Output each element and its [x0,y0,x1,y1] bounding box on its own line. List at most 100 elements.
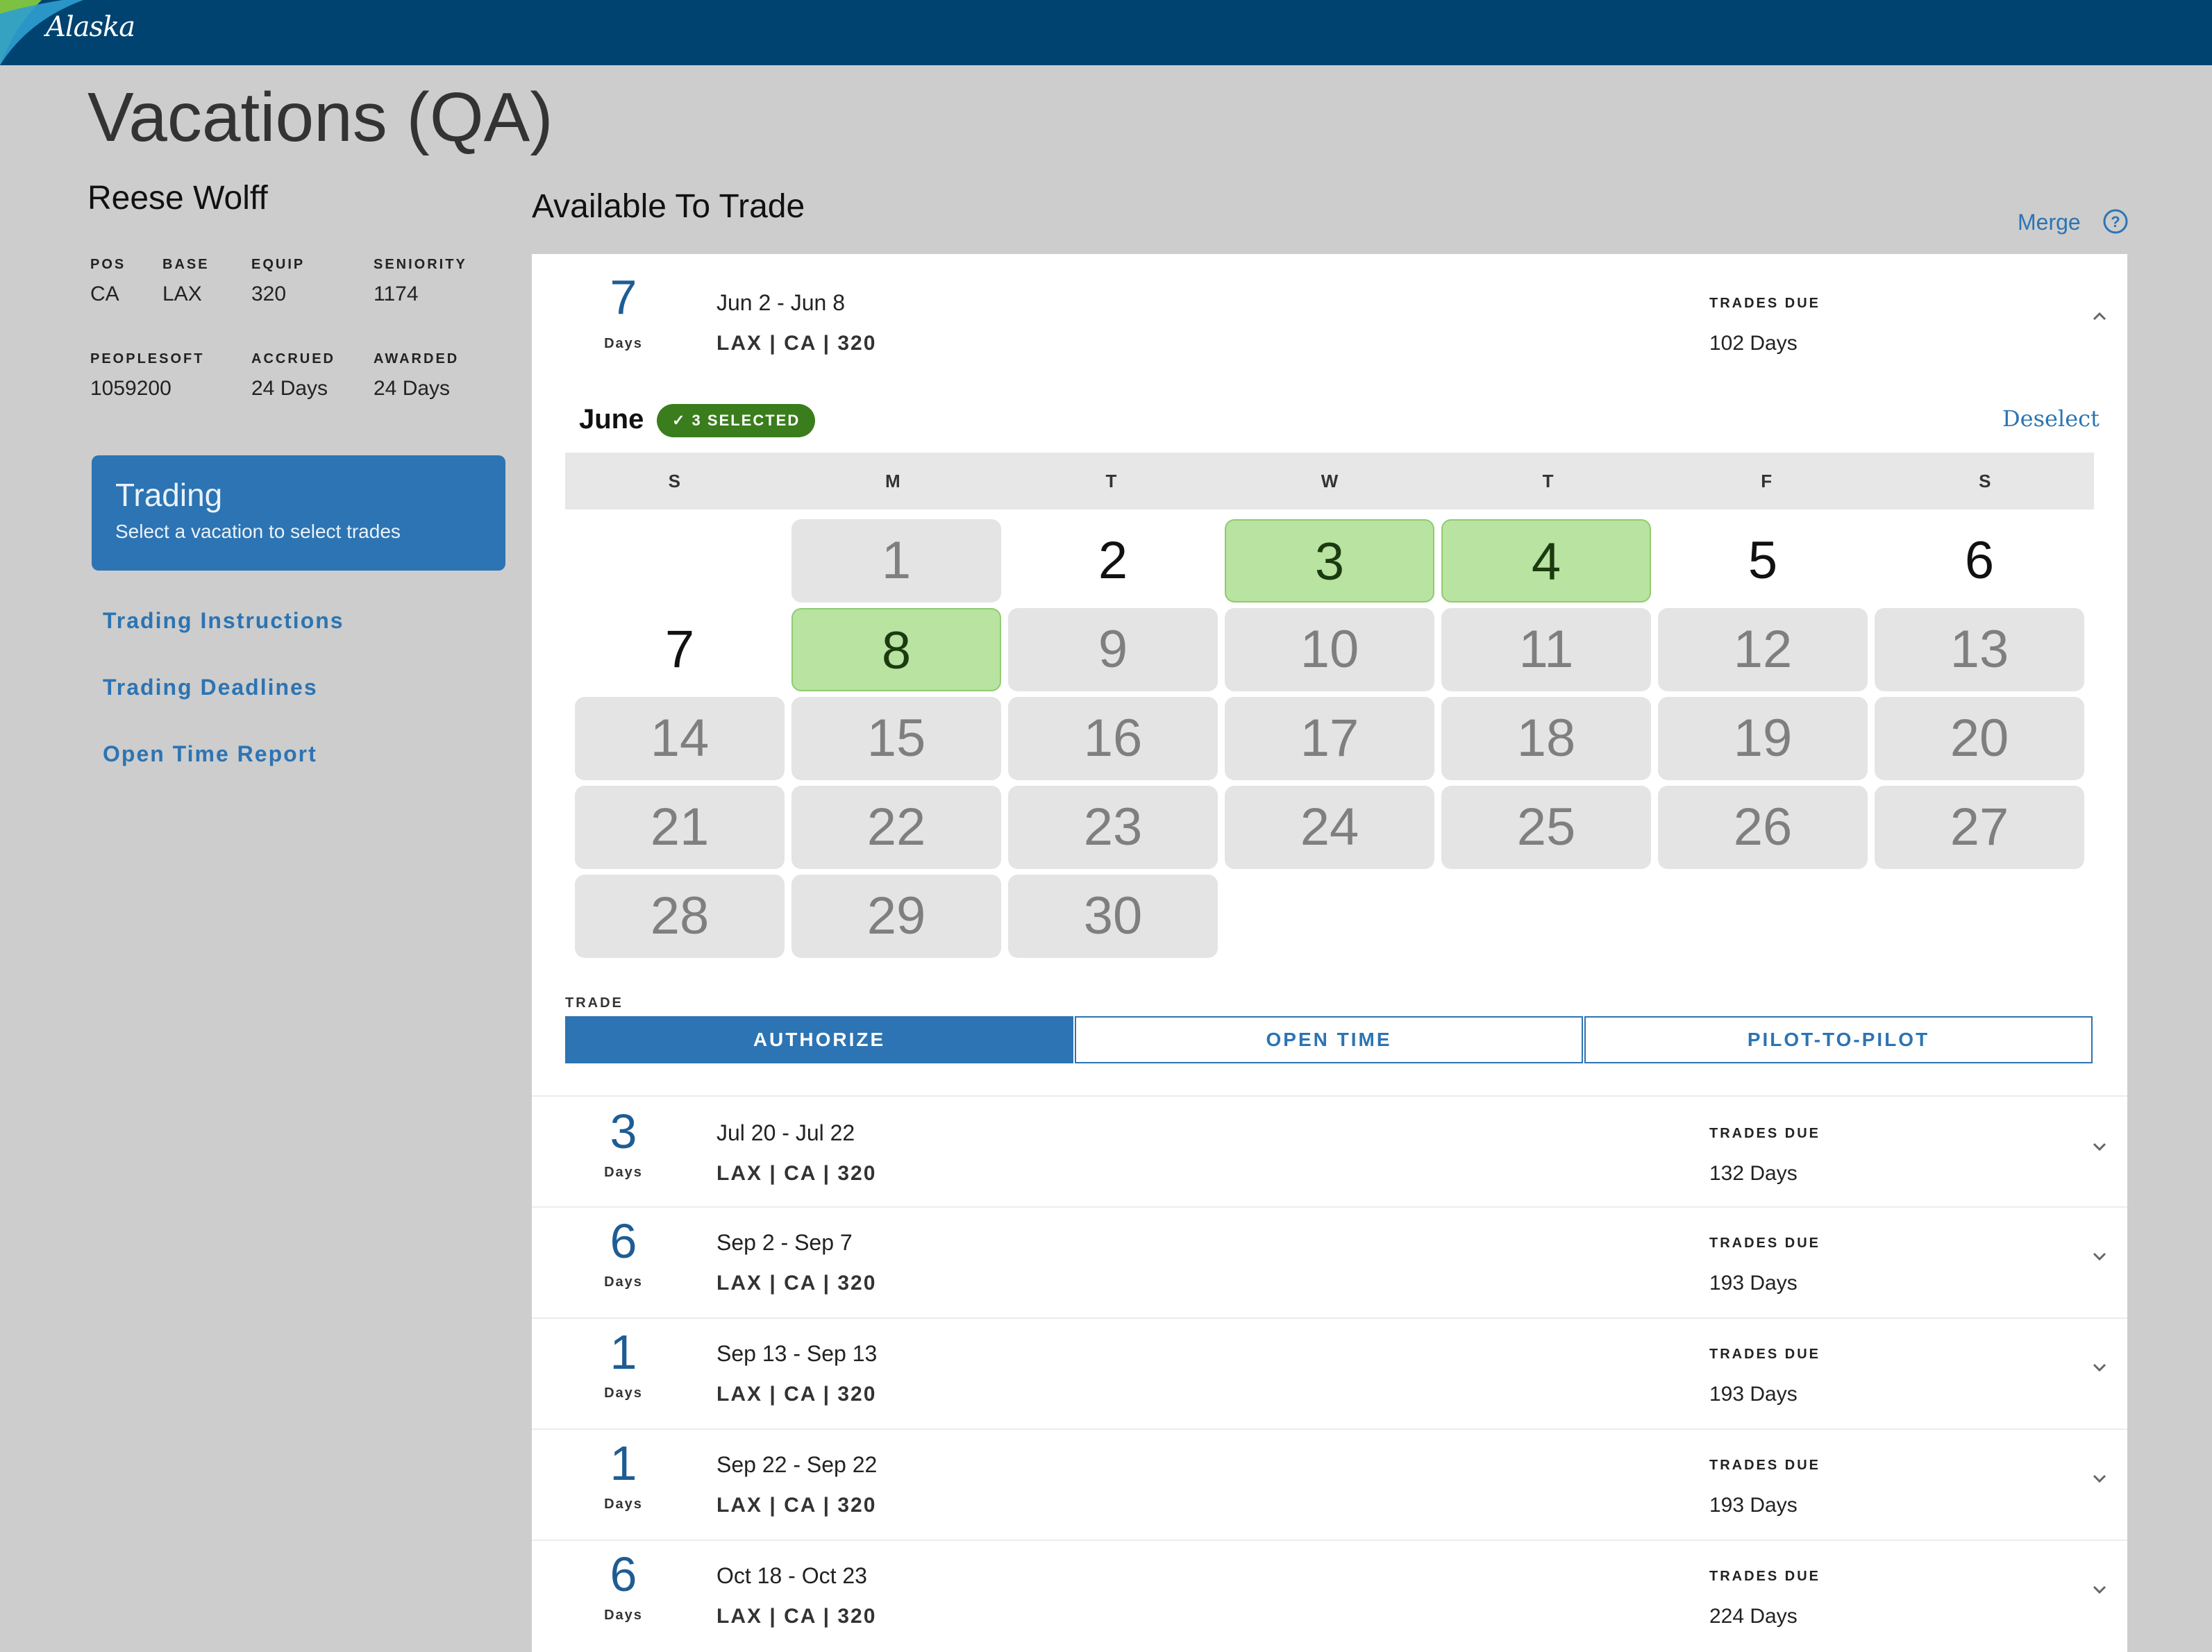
page-title: Vacations (QA) [87,78,553,156]
calendar-weekday-header: S M T W T F S [565,453,2094,509]
chevron-down-icon[interactable] [2087,1134,2112,1159]
calendar-day[interactable]: 18 [1441,697,1651,780]
stat-label: POS [90,257,126,272]
calendar-day[interactable]: 4 [1441,519,1651,602]
divider [532,1317,2127,1319]
calendar-day[interactable]: 2 [1098,531,1128,590]
weekday-label: M [885,471,900,491]
calendar-day[interactable]: 16 [1008,697,1218,780]
vacation-meta: LAX | CA | 320 [717,332,877,355]
vacation-dates: Sep 22 - Sep 22 [717,1452,878,1477]
pilot-to-pilot-button[interactable]: PILOT-TO-PILOT [1584,1016,2093,1063]
question-circle-icon[interactable]: ? [2102,208,2129,235]
calendar-day[interactable]: 23 [1008,786,1218,869]
stat-base: BASE LAX [162,257,210,306]
stat-pos: POS CA [90,257,126,306]
vacation-row[interactable]: 7 Days Jun 2 - Jun 8 LAX | CA | 320 TRAD… [532,254,2127,365]
calendar-day[interactable]: 20 [1875,697,2084,780]
stat-value: 320 [251,283,287,305]
trades-due-label: TRADES DUE [1709,296,1821,311]
trades-due-value: 102 Days [1709,332,1798,355]
trades-due-label: TRADES DUE [1709,1569,1821,1584]
calendar-day[interactable]: 19 [1658,697,1868,780]
vacation-days-count: 7 [610,270,637,324]
vacation-row[interactable]: 1 Days Sep 22 - Sep 22 LAX | CA | 320 TR… [532,1430,2127,1540]
trading-instructions-link[interactable]: Trading Instructions [103,608,344,633]
chevron-down-icon[interactable] [2087,1355,2112,1380]
vacation-meta: LAX | CA | 320 [717,1272,877,1295]
calendar-day[interactable]: 28 [575,875,785,958]
calendar-day[interactable]: 1 [791,519,1001,602]
stat-value: 1059200 [90,377,171,400]
chevron-down-icon[interactable] [2087,1244,2112,1269]
calendar-day[interactable]: 26 [1658,786,1868,869]
stat-label: EQUIP [251,257,305,272]
vacation-meta: LAX | CA | 320 [717,1383,877,1406]
stat-value: 1174 [374,283,419,305]
stat-peoplesoft: PEOPLESOFT 1059200 [90,351,204,401]
trades-due-value: 193 Days [1709,1383,1798,1406]
calendar-day[interactable]: 9 [1008,608,1218,691]
trading-card-title: Trading [115,477,223,513]
chevron-down-icon[interactable] [2087,1466,2112,1491]
vacation-row[interactable]: 3 Days Jul 20 - Jul 22 LAX | CA | 320 TR… [532,1097,2127,1206]
calendar-day[interactable]: 7 [664,620,695,679]
calendar-day[interactable]: 8 [791,608,1001,691]
vacation-dates: Sep 2 - Sep 7 [717,1230,853,1255]
trading-deadlines-link[interactable]: Trading Deadlines [103,675,318,700]
calendar-day[interactable]: 11 [1441,608,1651,691]
selected-count-badge: ✓ 3 SELECTED [657,404,816,437]
vacations-panel: 7 Days Jun 2 - Jun 8 LAX | CA | 320 TRAD… [532,254,2127,1652]
alaska-logo[interactable]: Alaska [46,11,135,43]
calendar-day[interactable]: 21 [575,786,785,869]
vacation-row[interactable]: 6 Days Oct 18 - Oct 23 LAX | CA | 320 TR… [532,1541,2127,1651]
chevron-down-icon[interactable] [2087,1577,2112,1602]
open-time-report-link[interactable]: Open Time Report [103,741,317,766]
calendar-day[interactable]: 14 [575,697,785,780]
brand-swoosh-icon [0,0,83,65]
calendar-day[interactable]: 5 [1748,531,1778,590]
calendar-day[interactable]: 12 [1658,608,1868,691]
calendar-day[interactable]: 10 [1225,608,1434,691]
vacation-meta: LAX | CA | 320 [717,1605,877,1628]
trades-due-value: 193 Days [1709,1272,1798,1295]
calendar-day[interactable]: 30 [1008,875,1218,958]
calendar-day[interactable]: 13 [1875,608,2084,691]
calendar-day[interactable]: 3 [1225,519,1434,602]
vacation-days-label: Days [604,1165,643,1180]
calendar-day[interactable]: 24 [1225,786,1434,869]
merge-link[interactable]: Merge [2018,210,2081,235]
vacation-dates: Jul 20 - Jul 22 [717,1120,855,1145]
vacation-days-label: Days [604,1608,643,1623]
stat-label: ACCRUED [251,351,335,366]
vacation-row[interactable]: 6 Days Sep 2 - Sep 7 LAX | CA | 320 TRAD… [532,1208,2127,1317]
weekday-label: S [668,471,680,491]
deselect-link[interactable]: Deselect [2002,405,2100,432]
vacation-days-count: 6 [610,1547,637,1601]
chevron-up-icon[interactable] [2087,304,2112,329]
trades-due-value: 224 Days [1709,1605,1798,1628]
weekday-label: T [1105,471,1117,491]
calendar-day[interactable]: 22 [791,786,1001,869]
open-time-button[interactable]: OPEN TIME [1075,1016,1583,1063]
calendar-day[interactable]: 25 [1441,786,1651,869]
calendar-day[interactable]: 29 [791,875,1001,958]
trades-due-label: TRADES DUE [1709,1458,1821,1473]
calendar-day[interactable]: 27 [1875,786,2084,869]
calendar-day[interactable]: 17 [1225,697,1434,780]
stat-value: CA [90,283,119,305]
vacation-row[interactable]: 1 Days Sep 13 - Sep 13 LAX | CA | 320 TR… [532,1319,2127,1428]
trading-card[interactable]: Trading Select a vacation to select trad… [92,455,505,571]
section-title: Available To Trade [532,188,805,225]
top-nav-bar: Alaska [0,0,2212,65]
calendar-day[interactable]: 6 [1964,531,1995,590]
weekday-label: F [1761,471,1773,491]
authorize-button[interactable]: AUTHORIZE [565,1016,1073,1063]
trades-due-label: TRADES DUE [1709,1236,1821,1251]
stat-value: LAX [162,283,202,305]
stat-value: 24 Days [251,377,328,400]
trade-label: TRADE [565,995,623,1011]
trading-card-subtitle: Select a vacation to select trades [115,521,401,542]
calendar-day[interactable]: 15 [791,697,1001,780]
vacation-days-label: Days [604,1274,643,1290]
